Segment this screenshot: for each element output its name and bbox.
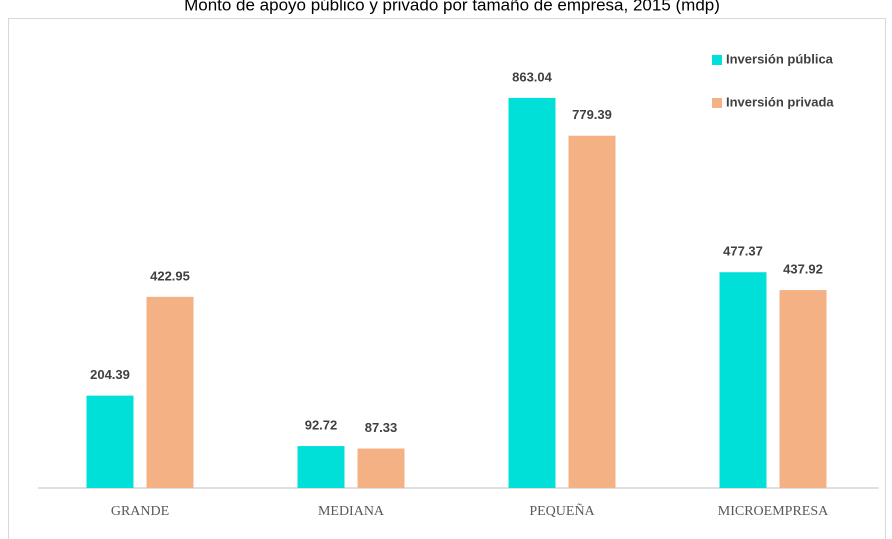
bar — [357, 448, 405, 488]
bar — [568, 135, 616, 489]
bar — [297, 446, 345, 488]
x-tick-label: MEDIANA — [318, 504, 385, 519]
data-label: 92.72 — [305, 418, 338, 433]
data-label: 204.39 — [90, 367, 130, 382]
x-tick-label: PEQUEÑA — [529, 503, 595, 519]
data-label: 779.39 — [572, 107, 612, 122]
data-label: 863.04 — [512, 69, 553, 84]
legend-label: Inversión pública — [726, 51, 834, 66]
data-label: 437.92 — [783, 261, 823, 276]
legend-swatch — [712, 55, 722, 65]
data-label: 477.37 — [723, 244, 763, 259]
chart-title: Monto de apoyo público y privado por tam… — [184, 0, 720, 14]
data-label: 87.33 — [365, 420, 398, 435]
bar — [779, 290, 827, 488]
legend-swatch — [712, 98, 722, 108]
x-tick-label: MICROEMPRESA — [718, 504, 829, 519]
bar — [508, 97, 556, 489]
bar — [86, 395, 134, 488]
x-tick-label: GRANDE — [111, 504, 169, 519]
legend-label: Inversión privada — [726, 94, 834, 109]
data-label: 422.95 — [150, 268, 190, 283]
bar — [146, 296, 194, 488]
bar — [719, 272, 767, 488]
